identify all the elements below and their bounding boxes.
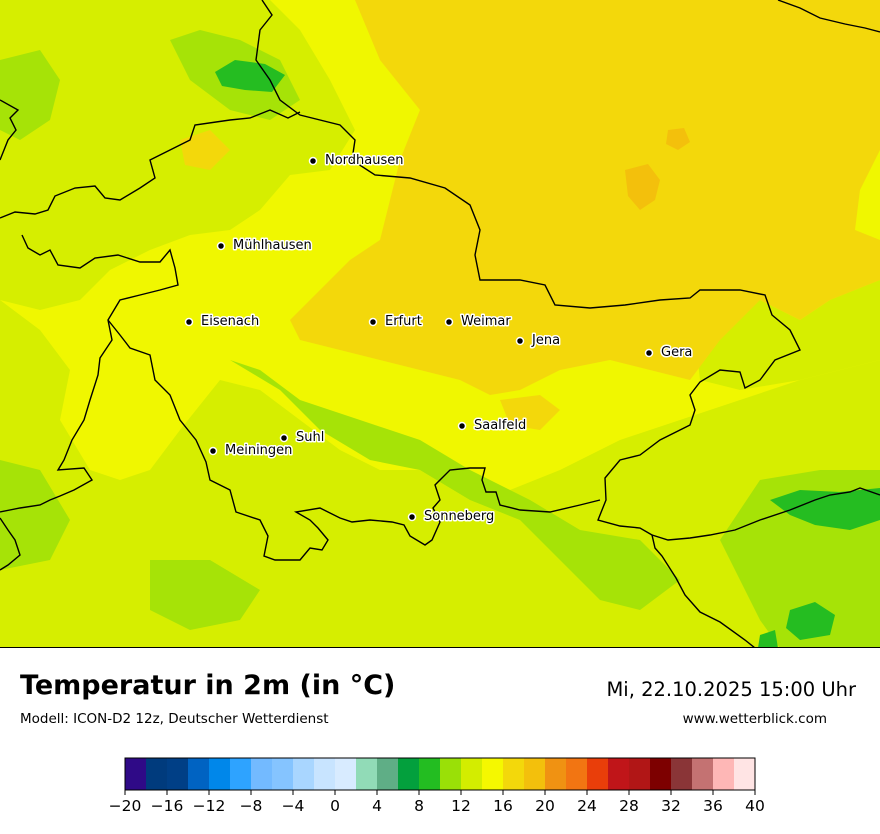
legend-swatch bbox=[524, 758, 546, 790]
city-meiningen-dot bbox=[208, 446, 218, 456]
city-muehlhausen-dot bbox=[216, 241, 226, 251]
legend-swatch bbox=[734, 758, 756, 790]
city-jena-label: Jena bbox=[531, 333, 560, 348]
legend-tick-label: 20 bbox=[535, 797, 555, 815]
city-erfurt-dot bbox=[368, 317, 378, 327]
legend-swatch bbox=[587, 758, 609, 790]
legend-swatch bbox=[650, 758, 672, 790]
city-sonneberg-label: Sonneberg bbox=[424, 509, 494, 524]
legend-swatch bbox=[566, 758, 588, 790]
city-eisenach[interactable]: Eisenach bbox=[184, 313, 261, 331]
legend-swatches bbox=[124, 757, 756, 791]
city-suhl[interactable]: Suhl bbox=[279, 429, 326, 447]
city-gera-dot bbox=[644, 348, 654, 358]
legend-swatch bbox=[251, 758, 273, 790]
temperature-field-8-10 bbox=[215, 60, 880, 647]
legend-swatch bbox=[377, 758, 399, 790]
city-weimar[interactable]: Weimar bbox=[444, 313, 513, 331]
city-weimar-label: Weimar bbox=[461, 314, 511, 329]
map-canvas: Nordhausen Mühlhausen Eisenach Erfurt We… bbox=[0, 0, 880, 647]
city-gera[interactable]: Gera bbox=[644, 344, 694, 362]
city-eisenach-label: Eisenach bbox=[201, 314, 259, 329]
legend-canvas: −20 −16 −12 −8 −4 0 4 8 12 16 20 24 28 32 36 40 bbox=[109, 757, 765, 815]
legend-tick-label: 0 bbox=[330, 797, 340, 815]
city-erfurt-label: Erfurt bbox=[385, 314, 422, 329]
legend-swatch bbox=[713, 758, 735, 790]
city-saalfeld-dot bbox=[457, 421, 467, 431]
legend-tick-label: 28 bbox=[619, 797, 639, 815]
city-nordhausen-dot bbox=[308, 156, 318, 166]
city-nordhausen-label: Nordhausen bbox=[325, 153, 404, 168]
city-suhl-label: Suhl bbox=[296, 430, 324, 445]
city-jena[interactable]: Jena bbox=[515, 332, 562, 350]
city-eisenach-dot bbox=[184, 317, 194, 327]
city-nordhausen[interactable]: Nordhausen bbox=[308, 152, 405, 170]
legend-swatch bbox=[503, 758, 525, 790]
legend-swatch bbox=[440, 758, 462, 790]
legend-swatch bbox=[314, 758, 336, 790]
legend-swatch bbox=[671, 758, 693, 790]
legend-swatch bbox=[461, 758, 483, 790]
legend-swatch bbox=[419, 758, 441, 790]
legend-swatch bbox=[209, 758, 231, 790]
temperature-map[interactable]: Nordhausen Mühlhausen Eisenach Erfurt We… bbox=[0, 0, 880, 648]
city-sonneberg-dot bbox=[407, 512, 417, 522]
legend-swatch bbox=[293, 758, 315, 790]
legend-tick-label: −12 bbox=[193, 797, 226, 815]
legend-swatch bbox=[167, 758, 189, 790]
legend-tick-label: −4 bbox=[282, 797, 305, 815]
legend-frame bbox=[124, 757, 756, 791]
city-meiningen-label: Meiningen bbox=[225, 443, 292, 458]
city-sonneberg[interactable]: Sonneberg bbox=[407, 508, 496, 526]
website-link[interactable]: www.wetterblick.com bbox=[682, 711, 827, 727]
legend-swatch bbox=[230, 758, 252, 790]
legend-swatch bbox=[335, 758, 357, 790]
city-gera-label: Gera bbox=[661, 345, 692, 360]
temperature-field-10-12 bbox=[0, 30, 880, 647]
state-borders bbox=[0, 0, 880, 647]
legend-ticks bbox=[124, 790, 756, 795]
map-title: Temperatur in 2m (in °C) bbox=[20, 670, 396, 701]
city-markers: Nordhausen Mühlhausen Eisenach Erfurt We… bbox=[184, 152, 694, 526]
city-saalfeld-label: Saalfeld bbox=[474, 418, 526, 433]
legend-swatch bbox=[482, 758, 504, 790]
city-jena-dot bbox=[515, 336, 525, 346]
legend-swatch bbox=[146, 758, 168, 790]
legend-swatch bbox=[692, 758, 714, 790]
legend-swatch bbox=[398, 758, 420, 790]
legend-swatch bbox=[272, 758, 294, 790]
legend-tick-label: 12 bbox=[451, 797, 471, 815]
legend-tick-label: 36 bbox=[703, 797, 723, 815]
legend-swatch bbox=[545, 758, 567, 790]
legend-tick-label: 4 bbox=[372, 797, 382, 815]
legend-tick-label: 24 bbox=[577, 797, 597, 815]
color-legend: −20 −16 −12 −8 −4 0 4 8 12 16 20 24 28 32 36 40 bbox=[0, 752, 880, 830]
city-meiningen[interactable]: Meiningen bbox=[208, 442, 294, 460]
model-source: Modell: ICON-D2 12z, Deutscher Wetterdie… bbox=[20, 711, 329, 727]
legend-tick-label: −8 bbox=[240, 797, 263, 815]
legend-tick-label: −16 bbox=[151, 797, 184, 815]
city-saalfeld[interactable]: Saalfeld bbox=[457, 417, 528, 435]
legend-tick-label: 32 bbox=[661, 797, 681, 815]
legend-tick-label: 40 bbox=[745, 797, 765, 815]
legend-tick-label: −20 bbox=[109, 797, 142, 815]
legend-swatch bbox=[356, 758, 378, 790]
legend-tick-label: 16 bbox=[493, 797, 513, 815]
temperature-field-18-20 bbox=[625, 128, 690, 210]
city-suhl-dot bbox=[279, 433, 289, 443]
city-weimar-dot bbox=[444, 317, 454, 327]
city-muehlhausen[interactable]: Mühlhausen bbox=[216, 237, 313, 255]
legend-swatch bbox=[188, 758, 210, 790]
legend-tick-labels: −20 −16 −12 −8 −4 0 4 8 12 16 20 24 28 32 36 40 bbox=[109, 797, 765, 815]
forecast-datetime: Mi, 22.10.2025 15:00 Uhr bbox=[606, 678, 856, 701]
legend-tick-label: 8 bbox=[414, 797, 424, 815]
legend-swatch bbox=[629, 758, 651, 790]
city-erfurt[interactable]: Erfurt bbox=[368, 313, 423, 331]
legend-swatch bbox=[608, 758, 630, 790]
city-muehlhausen-label: Mühlhausen bbox=[233, 238, 312, 253]
legend-swatch bbox=[125, 758, 147, 790]
temperature-field-16-18 bbox=[180, 0, 880, 430]
